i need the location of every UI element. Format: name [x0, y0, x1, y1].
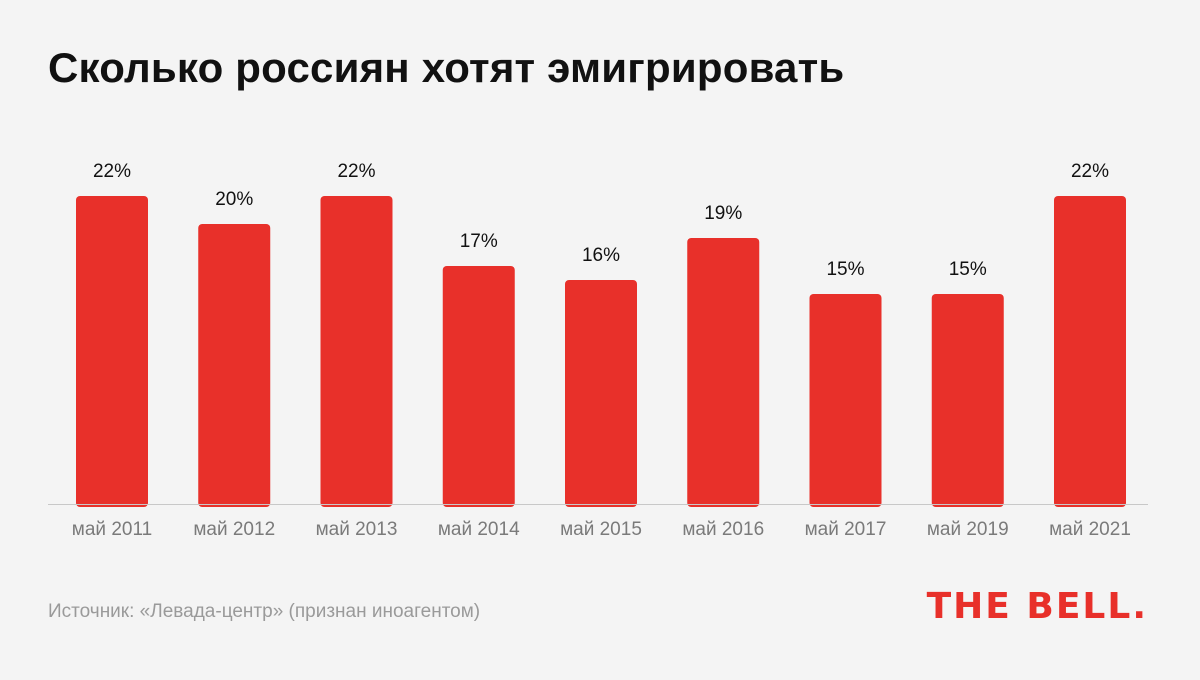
value-label: 22%	[1071, 161, 1109, 182]
bar-май-2016	[687, 238, 760, 507]
category-label: май 2012	[193, 519, 275, 540]
value-label: 20%	[215, 189, 253, 210]
value-label: 15%	[826, 259, 864, 280]
bar-май-2021	[1054, 196, 1126, 507]
category-label: май 2011	[72, 519, 152, 540]
value-label: 22%	[337, 161, 375, 182]
value-label: 15%	[949, 259, 987, 280]
bar-май-2013	[320, 196, 393, 507]
bar-май-2017	[809, 294, 882, 507]
bar-май-2015	[565, 280, 637, 507]
value-label: 22%	[93, 161, 131, 182]
bars-group	[76, 196, 1126, 507]
source-note: Источник: «Левада-центр» (признан иноаге…	[48, 601, 481, 622]
bar-май-2019	[931, 294, 1004, 507]
value-labels-group: 22% 20% 22% 17% 16% 19% 15% 15% 22%	[93, 161, 1109, 280]
category-label: май 2013	[316, 519, 398, 540]
value-label: 19%	[704, 203, 742, 224]
chart-title: Сколько россиян хотят эмигрировать	[48, 44, 845, 91]
bar-май-2012	[198, 224, 271, 507]
bar-май-2014	[442, 266, 515, 507]
bar-май-2011	[76, 196, 148, 507]
category-label: май 2014	[438, 519, 520, 540]
category-label: май 2015	[560, 519, 642, 540]
value-label: 16%	[582, 245, 620, 266]
category-label: май 2019	[927, 519, 1009, 540]
category-label: май 2021	[1049, 519, 1131, 540]
brand-logo: THE BELL.	[926, 586, 1148, 627]
category-label: май 2016	[682, 519, 764, 540]
category-label: май 2017	[805, 519, 887, 540]
category-labels-group: май 2011 май 2012 май 2013 май 2014 май 2015…	[72, 519, 1131, 540]
value-label: 17%	[460, 231, 498, 252]
